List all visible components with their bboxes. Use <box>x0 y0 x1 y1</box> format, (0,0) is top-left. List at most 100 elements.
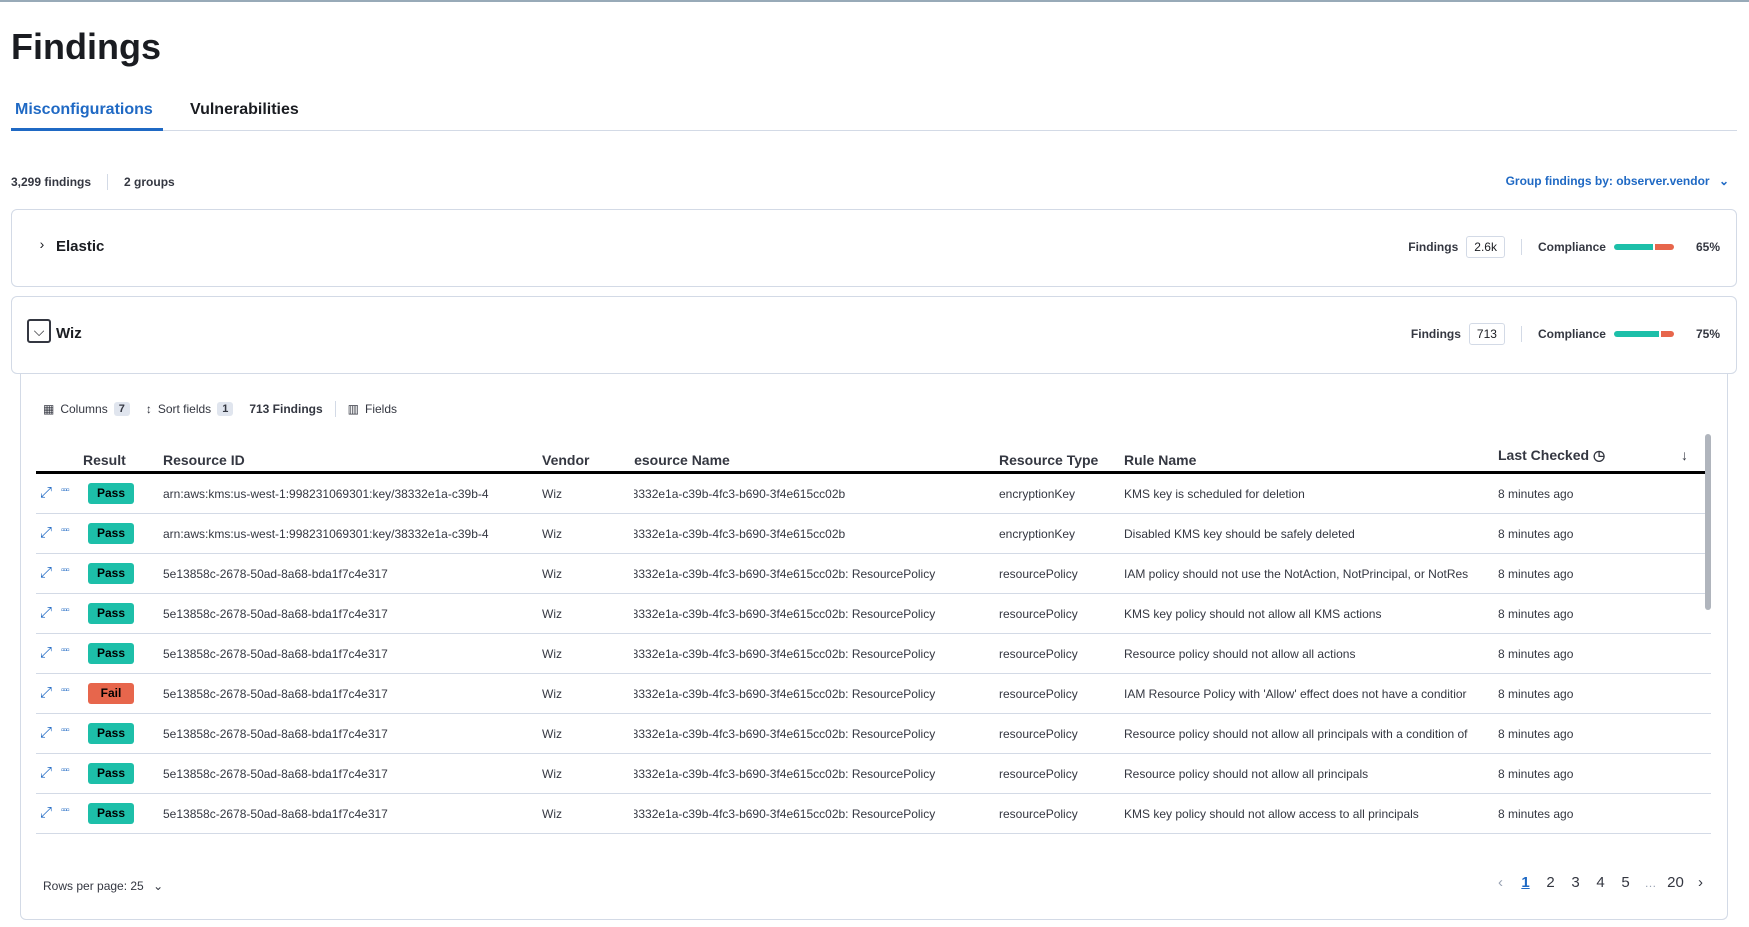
resource-id: arn:aws:kms:us-west-1:998231069301:key/3… <box>163 487 489 501</box>
compliance-label: Compliance <box>1537 240 1606 254</box>
resource-type: encryptionKey <box>999 487 1076 501</box>
expand-icon[interactable]: ⤢ <box>40 564 53 581</box>
expand-icon[interactable]: ⤢ <box>40 644 53 661</box>
total-findings: 3,299 findings <box>11 175 92 189</box>
tab-misconfigurations[interactable]: Misconfigurations <box>15 101 153 118</box>
more-actions-icon[interactable]: ▫▫▫ <box>61 685 70 696</box>
findings-summary: 3,299 findings 2 groups <box>11 174 175 190</box>
page-20[interactable]: 20 <box>1667 874 1684 891</box>
sort-fields-button[interactable]: ↕ Sort fields 1 <box>146 402 234 416</box>
col-result[interactable]: Result <box>83 452 126 468</box>
findings-label: Findings <box>1408 240 1459 254</box>
more-actions-icon[interactable]: ▫▫▫ <box>61 805 70 816</box>
result-badge: Fail <box>88 683 134 704</box>
group-name: Wiz <box>56 325 82 342</box>
rule-name: Resource policy should not allow all pri… <box>1124 727 1468 741</box>
page-1[interactable]: 1 <box>1521 874 1530 891</box>
col-resource-type[interactable]: Resource Type <box>999 452 1099 468</box>
table-row[interactable]: ⤢ ▫▫▫ Pass arn:aws:kms:us-west-1:9982310… <box>36 514 1711 554</box>
vendor: Wiz <box>542 487 562 501</box>
table-row[interactable]: ⤢ ▫▫▫ Pass 5e13858c-2678-50ad-8a68-bda1f… <box>36 794 1711 834</box>
chevron-down-icon[interactable]: ⌵ <box>27 319 51 343</box>
rule-name: Resource policy should not allow all pri… <box>1124 767 1369 781</box>
last-checked: 8 minutes ago <box>1498 527 1574 541</box>
more-actions-icon[interactable]: ▫▫▫ <box>61 485 70 496</box>
vendor: Wiz <box>542 527 562 541</box>
expand-icon[interactable]: ⤢ <box>40 484 53 501</box>
group-elastic[interactable]: › Elastic Findings 2.6k Compliance 65% <box>11 209 1737 287</box>
tab-vulnerabilities[interactable]: Vulnerabilities <box>190 101 299 118</box>
prev-page-icon[interactable]: ‹ <box>1498 874 1503 891</box>
table-row[interactable]: ⤢ ▫▫▫ Pass 5e13858c-2678-50ad-8a68-bda1f… <box>36 554 1711 594</box>
resource-name: 38332e1a-c39b-4fc3-b690-3f4e615cc02b: Re… <box>634 767 936 781</box>
compliance-percent: 75% <box>1695 327 1720 341</box>
page-3[interactable]: 3 <box>1571 874 1580 891</box>
grid-toolbar: ▦ Columns 7 ↕ Sort fields 1 713 Findings ▥ Fi… <box>43 401 413 417</box>
sort-desc-icon[interactable]: ↓ <box>1681 447 1688 463</box>
more-actions-icon[interactable]: ▫▫▫ <box>61 605 70 616</box>
rule-name: Disabled KMS key should be safely delete… <box>1124 527 1355 541</box>
fields-button[interactable]: ▥ Fields <box>348 402 397 416</box>
vertical-scrollbar[interactable] <box>1705 434 1711 610</box>
col-resource-name[interactable]: Resource Name <box>634 452 730 468</box>
group-stats: Findings 2.6k Compliance 65% <box>1408 236 1720 258</box>
last-checked: 8 minutes ago <box>1498 607 1574 621</box>
last-checked: 8 minutes ago <box>1498 647 1574 661</box>
resource-name-cell: 38332e1a-c39b-4fc3-b690-3f4e615cc02b <box>634 487 994 501</box>
expand-icon[interactable]: ⤢ <box>40 604 53 621</box>
resource-name-cell: 38332e1a-c39b-4fc3-b690-3f4e615cc02b: Re… <box>634 767 994 781</box>
resource-name-cell: 38332e1a-c39b-4fc3-b690-3f4e615cc02b: Re… <box>634 807 994 821</box>
rule-name: KMS key policy should not allow access t… <box>1124 807 1419 821</box>
more-actions-icon[interactable]: ▫▫▫ <box>61 725 70 736</box>
chevron-down-icon: ⌄ <box>153 879 164 893</box>
next-page-icon[interactable]: › <box>1698 874 1703 891</box>
expand-icon[interactable]: ⤢ <box>40 724 53 741</box>
col-last-checked[interactable]: Last Checked ◷ <box>1498 447 1605 464</box>
page-5[interactable]: 5 <box>1621 874 1630 891</box>
table-row[interactable]: ⤢ ▫▫▫ Fail 5e13858c-2678-50ad-8a68-bda1f… <box>36 674 1711 714</box>
resource-name-cell: 38332e1a-c39b-4fc3-b690-3f4e615cc02b: Re… <box>634 607 994 621</box>
resource-name-cell: 38332e1a-c39b-4fc3-b690-3f4e615cc02b: Re… <box>634 567 994 581</box>
columns-button[interactable]: ▦ Columns 7 <box>43 402 130 416</box>
resource-type: resourcePolicy <box>999 807 1078 821</box>
resource-id: 5e13858c-2678-50ad-8a68-bda1f7c4e317 <box>163 727 388 741</box>
findings-count: 713 Findings <box>249 402 323 416</box>
chevron-right-icon[interactable]: › <box>39 236 45 252</box>
group-by-selector[interactable]: Group findings by: observer.vendor ⌄ <box>1506 174 1729 188</box>
table-row[interactable]: ⤢ ▫▫▫ Pass 5e13858c-2678-50ad-8a68-bda1f… <box>36 714 1711 754</box>
col-rule-name[interactable]: Rule Name <box>1124 452 1197 468</box>
result-badge: Pass <box>88 563 134 584</box>
resource-name: 38332e1a-c39b-4fc3-b690-3f4e615cc02b: Re… <box>634 607 936 621</box>
table-row[interactable]: ⤢ ▫▫▫ Pass arn:aws:kms:us-west-1:9982310… <box>36 474 1711 514</box>
col-resource-id[interactable]: Resource ID <box>163 452 245 468</box>
rows-per-page-selector[interactable]: Rows per page: 25 ⌄ <box>43 879 163 893</box>
more-actions-icon[interactable]: ▫▫▫ <box>61 645 70 656</box>
vendor: Wiz <box>542 567 562 581</box>
wiz-group-content: ▦ Columns 7 ↕ Sort fields 1 713 Findings ▥ Fi… <box>20 374 1728 920</box>
table-row[interactable]: ⤢ ▫▫▫ Pass 5e13858c-2678-50ad-8a68-bda1f… <box>36 834 1711 838</box>
findings-label: Findings <box>1410 327 1461 341</box>
col-vendor[interactable]: Vendor <box>542 452 590 468</box>
expand-icon[interactable]: ⤢ <box>40 684 53 701</box>
pagination-ellipsis: … <box>1644 875 1657 890</box>
page-2[interactable]: 2 <box>1546 874 1555 891</box>
expand-icon[interactable]: ⤢ <box>40 524 53 541</box>
table-row[interactable]: ⤢ ▫▫▫ Pass 5e13858c-2678-50ad-8a68-bda1f… <box>36 754 1711 794</box>
expand-icon[interactable]: ⤢ <box>40 764 53 781</box>
more-actions-icon[interactable]: ▫▫▫ <box>61 565 70 576</box>
expand-icon[interactable]: ⤢ <box>40 804 53 821</box>
more-actions-icon[interactable]: ▫▫▫ <box>61 525 70 536</box>
table-header: Result Resource ID Vendor Resource Name … <box>36 444 1711 474</box>
chevron-down-icon: ⌄ <box>1718 174 1729 188</box>
page-4[interactable]: 4 <box>1596 874 1605 891</box>
resource-name: 38332e1a-c39b-4fc3-b690-3f4e615cc02b <box>634 487 846 501</box>
table-row[interactable]: ⤢ ▫▫▫ Pass 5e13858c-2678-50ad-8a68-bda1f… <box>36 634 1711 674</box>
fields-label: Fields <box>365 402 398 416</box>
last-checked-label: Last Checked <box>1498 447 1590 463</box>
fields-icon: ▥ <box>347 402 360 416</box>
group-by-label: Group findings by: observer.vendor <box>1505 174 1710 188</box>
rule-name: IAM policy should not use the NotAction,… <box>1124 567 1469 581</box>
more-actions-icon[interactable]: ▫▫▫ <box>61 765 70 776</box>
group-wiz[interactable]: ⌵ Wiz Findings 713 Compliance 75% <box>11 296 1737 374</box>
table-row[interactable]: ⤢ ▫▫▫ Pass 5e13858c-2678-50ad-8a68-bda1f… <box>36 594 1711 634</box>
